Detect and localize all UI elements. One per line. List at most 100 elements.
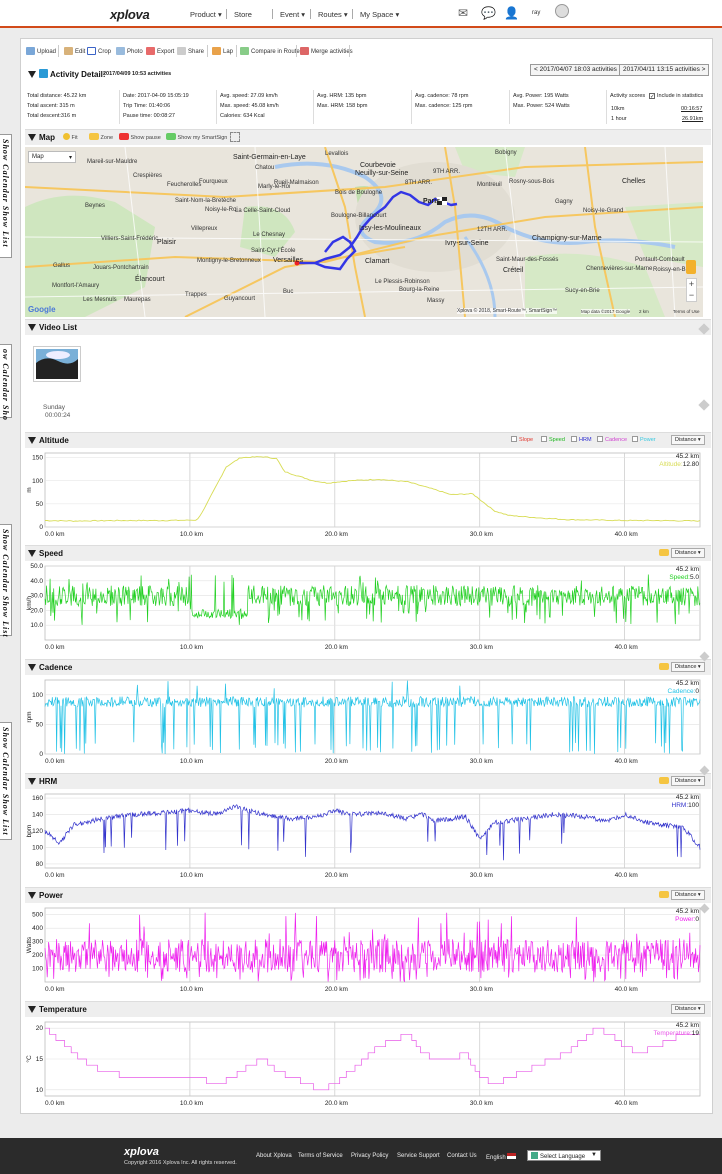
route-map[interactable]: Map ▾ Bobigny Courbevoie Saint-Germain-en… [25, 147, 703, 317]
x-axis-select[interactable]: Distance ▾ [671, 890, 705, 900]
y-tick-label: 10 [36, 1087, 44, 1094]
x-axis-select[interactable]: Distance ▾ [671, 776, 705, 786]
nav-routes[interactable]: Routes ▾ [318, 10, 348, 19]
x-axis-select[interactable]: Distance ▾ [671, 1004, 705, 1014]
footer-link-about[interactable]: About Xplova [256, 1153, 292, 1159]
side-tab-calendar-3[interactable]: Show Calendar Show List [0, 524, 12, 638]
zone-button[interactable]: Zone [89, 133, 113, 141]
slope-toggle[interactable]: Slope [511, 436, 533, 443]
readout-distance: 45.2 km [675, 566, 699, 573]
collapse-triangle-icon[interactable] [28, 664, 36, 671]
fullscreen-icon[interactable] [230, 132, 240, 142]
prev-activity-button[interactable]: < 2017/04/07 18:03 activities [530, 64, 621, 76]
readout-label: Power: [675, 916, 696, 923]
zone-icon[interactable] [659, 777, 669, 785]
footer-link-privacy[interactable]: Privacy Policy [351, 1153, 389, 1159]
merge-icon [300, 47, 309, 55]
map-label: La Celle-Saint-Cloud [235, 208, 291, 214]
map-terms-link[interactable]: Terms of Use [673, 309, 700, 314]
collapse-triangle-icon[interactable] [28, 1006, 36, 1013]
user-name[interactable]: ray [532, 10, 541, 16]
include-statistics-checkbox[interactable]: ✓ Include in statistics [649, 93, 704, 100]
video-thumbnail[interactable] [33, 346, 81, 382]
altitude-chart[interactable]: 0.0 km 10.0 km 20.0 km 30.0 km 40.0 km 0 50 100… [25, 449, 705, 541]
hrm-chart[interactable]: 0.0 km 10.0 km 20.0 km 30.0 km 40.0 km 80 100 1… [25, 790, 705, 882]
zone-icon[interactable] [659, 663, 669, 671]
footer-logo[interactable]: xplova [124, 1146, 159, 1158]
map-type-select[interactable]: Map ▾ [28, 151, 76, 163]
edit-button[interactable]: Edit [64, 47, 85, 55]
cadence-toggle[interactable]: Cadence [597, 436, 627, 443]
x-axis-select[interactable]: Distance ▾ [671, 662, 705, 672]
user-icon[interactable]: 👤 [504, 6, 519, 20]
next-activity-button[interactable]: 2017/04/11 13:15 activities > [619, 64, 710, 76]
footer-link-terms[interactable]: Terms of Service [298, 1153, 343, 1159]
pause-icon [119, 133, 129, 140]
speed-section-header: Speed Distance ▾ [25, 545, 711, 561]
compare-route-button[interactable]: Compare in Route [240, 47, 300, 55]
hrm-toggle[interactable]: HRM [571, 436, 592, 443]
zone-icon[interactable] [659, 891, 669, 899]
side-tab-calendar-4[interactable]: Show Calendar Show List [0, 722, 12, 840]
collapse-triangle-icon[interactable] [28, 778, 36, 785]
power-chart[interactable]: 0.0 km 10.0 km 20.0 km 30.0 km 40.0 km 100 200… [25, 904, 705, 996]
nav-store[interactable]: Store [234, 10, 252, 19]
side-tab-calendar-2[interactable]: ow Calendar Sho [0, 344, 12, 421]
chat-icon[interactable]: 💬 [481, 6, 496, 20]
side-tab-calendar[interactable]: Show Calendar Show List [0, 134, 12, 258]
photo-button[interactable]: Photo [116, 47, 143, 55]
x-tick-label: 30.0 km [470, 1100, 493, 1107]
cadence-chart[interactable]: 0.0 km 10.0 km 20.0 km 30.0 km 40.0 km 0 50 100… [25, 676, 705, 768]
language-select[interactable]: Select Language ▼ [527, 1150, 601, 1161]
show-smartsign-button[interactable]: Show my SmartSign [166, 133, 227, 141]
x-tick-label: 20.0 km [325, 758, 348, 765]
collapse-triangle-icon[interactable] [28, 550, 36, 557]
temperature-chart[interactable]: 0.0 km 10.0 km 20.0 km 30.0 km 40.0 km 10 15 20… [25, 1018, 705, 1110]
power-chart-svg: 0.0 km 10.0 km 20.0 km 30.0 km 40.0 km 100 200… [26, 907, 701, 993]
footer-link-contact[interactable]: Contact Us [447, 1153, 477, 1159]
score-10km-value[interactable]: 00:16:57 [681, 106, 703, 112]
top-nav: xplova Product ▾ Store Event ▾ Routes ▾ … [0, 0, 722, 28]
zoom-in-icon[interactable]: + [688, 279, 695, 289]
map-scale: 2 km [639, 309, 649, 314]
mail-icon[interactable]: ✉ [458, 6, 469, 20]
nav-event[interactable]: Event ▾ [280, 10, 306, 19]
show-pause-button[interactable]: Show pause [119, 133, 161, 141]
export-button[interactable]: Export [146, 47, 174, 55]
crop-button[interactable]: Crop [87, 47, 111, 55]
merge-activities-button[interactable]: Merge activities [300, 47, 353, 55]
share-button[interactable]: Share [177, 47, 204, 55]
upload-button[interactable]: Upload [26, 47, 56, 55]
nav-my-space[interactable]: My Space ▾ [360, 10, 400, 19]
collapse-triangle-icon[interactable] [28, 892, 36, 899]
compare-icon [240, 47, 249, 55]
nav-separator [310, 9, 311, 19]
zoom-out-icon[interactable]: − [688, 290, 695, 300]
x-axis-select[interactable]: Distance ▾ [671, 435, 705, 445]
collapse-triangle-icon[interactable] [28, 437, 36, 444]
lap-button[interactable]: Lap [212, 47, 233, 55]
google-translate-icon [531, 1152, 538, 1159]
avatar[interactable] [555, 4, 569, 18]
footer-link-support[interactable]: Service Support [397, 1153, 440, 1159]
map-section-header: Map Fit Zone Show pause Show my SmartSig… [25, 129, 711, 145]
speed-series-line [44, 574, 701, 625]
collapse-triangle-icon[interactable] [28, 324, 36, 331]
speed-toggle[interactable]: Speed [541, 436, 565, 443]
nav-product[interactable]: Product ▾ [190, 10, 222, 19]
zoom-control[interactable]: + − [686, 278, 697, 302]
y-tick-label: 10.0 [30, 622, 43, 629]
power-toggle[interactable]: Power [632, 436, 656, 443]
x-axis-select[interactable]: Distance ▾ [671, 548, 705, 558]
score-1hour-value[interactable]: 26.91km [682, 116, 704, 122]
brand-logo[interactable]: xplova [110, 7, 150, 22]
fit-button[interactable]: Fit [63, 133, 78, 141]
speed-chart[interactable]: 0.0 km 10.0 km 20.0 km 30.0 km 40.0 km 10.0 20… [25, 562, 705, 654]
activity-stat: Max. speed: 45.08 km/h [220, 103, 279, 109]
y-tick-label: 20 [36, 1025, 44, 1032]
zone-icon[interactable] [659, 549, 669, 557]
street-view-icon[interactable] [686, 260, 696, 274]
collapse-triangle-icon[interactable] [28, 134, 36, 141]
collapse-triangle-icon[interactable] [28, 71, 36, 78]
footer-language-english[interactable]: English [486, 1153, 517, 1161]
